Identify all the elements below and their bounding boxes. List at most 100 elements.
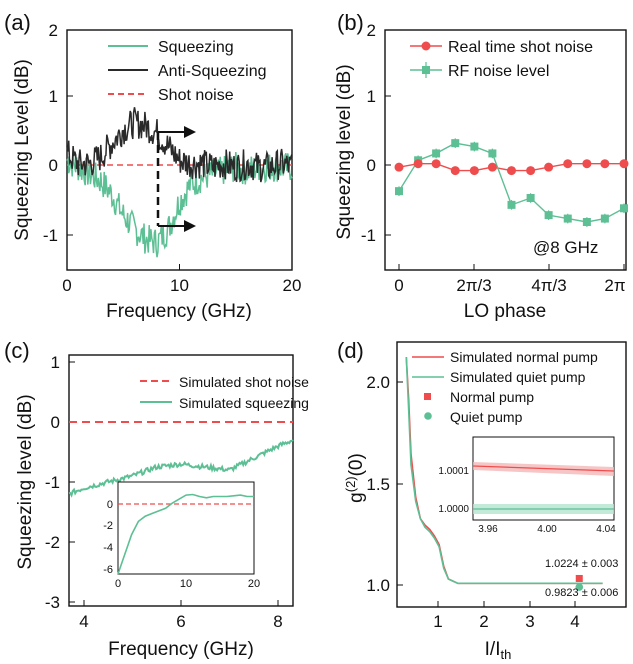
ytick-label-b: 0 (367, 156, 376, 175)
inset-ytick-label-c: -4 (103, 542, 113, 554)
inset-ytick-label-d: 1.0001 (438, 466, 469, 477)
legend-label: Normal pump (450, 389, 534, 405)
ytick-label-c: 1 (51, 353, 60, 372)
inset-ytick-label-c: 0 (107, 499, 113, 511)
ytick-label-c: -1 (45, 473, 60, 492)
ytick-label-d: 2.0 (366, 373, 390, 392)
xtick-label-a: 10 (170, 276, 189, 295)
xtick-label-c: 4 (79, 612, 88, 631)
series-simulated-squeezing-c (68, 439, 294, 498)
inset-ytick-label-d: 1.0000 (438, 504, 469, 515)
quiet-pump-point (575, 583, 584, 591)
shot-noise-point (563, 159, 573, 169)
x-axis-label-a: Frequency (GHz) (106, 301, 252, 322)
rf-noise-point (620, 204, 628, 213)
legend-b: Real time shot noise RF noise level (410, 39, 593, 80)
x-ticks-c: 4 6 8 (79, 600, 283, 631)
rf-noise-point (582, 218, 591, 226)
xtick-label-a: 20 (283, 276, 302, 295)
rf-noise-point (600, 214, 609, 223)
legend-marker-normal (424, 393, 431, 400)
annotation-b: @8 GHz (533, 238, 598, 257)
ytick-label-b: 1 (367, 87, 376, 106)
xtick-label-c: 8 (273, 612, 282, 631)
legend-marker-rf (422, 66, 430, 74)
series-simulated-quiet-pump (405, 357, 603, 585)
panel-a: (a) 2 1 0 -1 0 10 20 Frequency (GHz) Squ… (4, 10, 301, 322)
panel-d: (d) 2.0 1.5 1.0 1 2 3 4 I/Ith g(2)(0) Si… (337, 338, 627, 662)
ytick-label-c: -3 (45, 593, 60, 612)
shot-noise-point (487, 162, 497, 172)
x-ticks-d: 1 2 3 4 (433, 601, 580, 631)
ytick-label-a: 0 (49, 156, 58, 175)
x-axis-label-c: Frequency (GHz) (108, 639, 254, 660)
xtick-label-b: 0 (394, 276, 403, 295)
panel-b: (b) 2 1 0 -1 0 2π/3 4π/3 2π LO phase Squ… (334, 10, 629, 322)
ytick-label-a: -1 (43, 226, 58, 245)
ytick-label-c: 0 (51, 413, 60, 432)
panel-label-d: (d) (337, 338, 364, 363)
shot-noise-point (394, 162, 404, 172)
y-axis-label-d: g(2)(0) (343, 453, 367, 503)
inset-xtick-label-d: 4.00 (537, 524, 557, 535)
rf-noise-point (544, 211, 553, 220)
series-group-d (405, 357, 603, 591)
xtick-label-d: 4 (570, 612, 579, 631)
series-anti-squeezing-a (66, 107, 293, 183)
rf-noise-point (451, 139, 460, 148)
inset-xtick-label-c: 20 (248, 578, 260, 590)
ytick-label-b: 2 (367, 21, 376, 40)
y-axis-label-c: Squeezing level (dB) (15, 394, 36, 569)
xtick-label-b: 2π/3 (456, 276, 491, 295)
y-axis-label-b: Squeezing level (dB) (334, 64, 355, 239)
legend-a: Squeezing Anti-Squeezing Shot noise (108, 39, 267, 104)
legend-marker-quiet (424, 412, 432, 420)
x-ticks-a: 0 10 20 (62, 264, 301, 295)
ytick-label-c: -2 (45, 533, 60, 552)
panel-c: (c) 1 0 -1 -2 -3 4 6 8 Frequency (GHz) S… (4, 338, 309, 660)
inset-frame-c (117, 481, 255, 575)
y-ticks-d: 2.0 1.5 1.0 (366, 373, 403, 595)
legend-label: Simulated squeezing (179, 395, 309, 411)
x-axis-label-b: LO phase (464, 301, 546, 322)
inset-xtick-label-c: 0 (115, 578, 121, 590)
shot-noise-point (544, 162, 554, 172)
ytick-label-b: -1 (361, 226, 376, 245)
y-axis-label-a: Squeezing Level (dB) (12, 59, 33, 241)
legend-d: Simulated normal pump Simulated quiet pu… (412, 349, 598, 425)
series-group-b (394, 138, 629, 227)
x-axis-label-sub: th (501, 647, 512, 662)
y-ticks-c: 1 0 -1 -2 -3 (45, 353, 75, 612)
inset-d: 1.0001 1.0000 3.96 4.00 4.04 (438, 436, 616, 535)
inset-ytick-label-c: -2 (103, 520, 113, 532)
ytick-label-d: 1.0 (366, 576, 390, 595)
legend-label: Quiet pump (450, 409, 523, 425)
inset-xtick-label-c: 10 (180, 578, 192, 590)
inset-xtick-label-d: 4.04 (596, 524, 616, 535)
inset-xtick-label-d: 3.96 (478, 524, 498, 535)
plot-frame-b (384, 29, 627, 271)
legend-c: Simulated shot noise Simulated squeezing (140, 374, 309, 411)
series-squeezing-a (66, 151, 293, 258)
legend-label: Simulated normal pump (450, 349, 598, 365)
legend-label: RF noise level (448, 63, 549, 80)
rf-noise-point (563, 214, 572, 223)
x-ticks-b: 0 2π/3 4π/3 2π (394, 264, 626, 295)
rf-noise-point (395, 187, 403, 196)
shot-noise-point (431, 159, 441, 169)
xtick-label-d: 3 (525, 612, 534, 631)
rf-noise-point (507, 200, 516, 209)
y-ticks-a: 2 1 0 -1 (43, 21, 73, 245)
arrow-head-icon (184, 220, 196, 232)
xtick-label-c: 6 (176, 612, 185, 631)
rf-noise-point (470, 142, 479, 151)
plot-frame-d (396, 341, 627, 608)
panel-label-b: (b) (337, 10, 364, 35)
rf-noise-point (432, 149, 441, 158)
y-ticks-b: 2 1 0 -1 (361, 21, 391, 245)
xtick-label-d: 1 (433, 612, 442, 631)
legend-label: Simulated shot noise (179, 374, 309, 390)
x-axis-label-d: I/Ith (485, 639, 512, 662)
legend-label: Shot noise (158, 87, 234, 104)
shot-noise-point (619, 159, 629, 169)
